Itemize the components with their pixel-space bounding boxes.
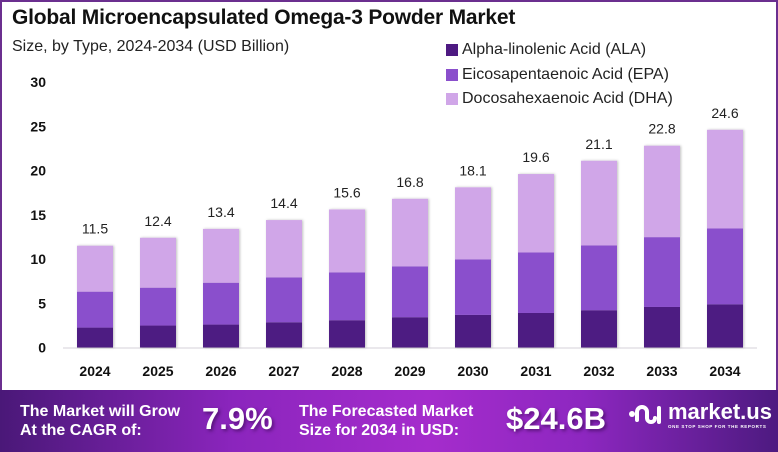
bar-segment-dha-2034 xyxy=(707,129,743,229)
bar-stack-2025 xyxy=(140,237,176,348)
legend-label-epa: Eicosapentaenoic Acid (EPA) xyxy=(462,65,669,83)
bar-segment-dha-2033 xyxy=(644,145,680,238)
x-tick-label: 2029 xyxy=(394,363,425,379)
x-tick-label: 2032 xyxy=(583,363,614,379)
bar-total-label: 16.8 xyxy=(396,174,423,190)
forecast-value: $24.6B xyxy=(506,401,606,436)
bar-segment-epa-2027 xyxy=(266,277,302,323)
bar-segment-ala-2025 xyxy=(140,325,176,348)
brand-tagline: ONE STOP SHOP FOR THE REPORTS xyxy=(668,424,767,429)
bar-segment-ala-2026 xyxy=(203,324,239,348)
bar-segment-epa-2029 xyxy=(392,266,428,318)
market-us-logo: market.us ONE STOP SHOP FOR THE REPORTS xyxy=(628,400,772,430)
x-tick-label: 2027 xyxy=(268,363,299,379)
bar-total-label: 13.4 xyxy=(207,204,234,220)
legend: Alpha-linolenic Acid (ALA) Eicosapentaen… xyxy=(446,38,673,112)
x-tick-label: 2030 xyxy=(457,363,488,379)
legend-label-ala: Alpha-linolenic Acid (ALA) xyxy=(462,41,647,59)
bar-total-label: 24.6 xyxy=(711,105,738,121)
bar-segment-epa-2025 xyxy=(140,287,176,326)
bar-stack-2034 xyxy=(707,129,743,348)
legend-label-dha: Docosahexaenoic Acid (DHA) xyxy=(462,90,673,108)
bar-segment-dha-2030 xyxy=(455,187,491,260)
bar-stack-2029 xyxy=(392,198,428,348)
y-tick-label: 25 xyxy=(30,118,46,134)
bar-segment-dha-2032 xyxy=(581,160,617,246)
bar-stack-2033 xyxy=(644,145,680,348)
y-tick-label: 0 xyxy=(38,340,46,356)
bar-segment-ala-2033 xyxy=(644,306,680,348)
bar-total-label: 19.6 xyxy=(522,149,549,165)
bar-total-label: 14.4 xyxy=(270,195,297,211)
bar-segment-ala-2031 xyxy=(518,312,554,348)
bar-segment-ala-2034 xyxy=(707,304,743,348)
bar-segment-dha-2031 xyxy=(518,174,554,253)
bar-segment-dha-2024 xyxy=(77,245,113,292)
bar-stack-2026 xyxy=(203,228,239,348)
bar-segment-ala-2027 xyxy=(266,322,302,348)
y-tick-label: 10 xyxy=(30,251,46,267)
stacked-bar-chart: 05101520253011.5202412.4202513.4202614.4… xyxy=(30,74,757,379)
x-tick-label: 2031 xyxy=(520,363,551,379)
bar-stack-2031 xyxy=(518,174,554,348)
x-tick-label: 2028 xyxy=(331,363,362,379)
legend-item-ala: Alpha-linolenic Acid (ALA) xyxy=(446,38,673,63)
chart-title: Global Microencapsulated Omega-3 Powder … xyxy=(12,6,516,29)
bar-stack-2032 xyxy=(581,160,617,348)
bar-segment-ala-2030 xyxy=(455,314,491,348)
bar-segment-epa-2032 xyxy=(581,245,617,311)
bar-segment-dha-2027 xyxy=(266,220,302,278)
bar-segment-epa-2031 xyxy=(518,252,554,313)
bar-segment-ala-2029 xyxy=(392,317,428,348)
bar-stack-2028 xyxy=(329,209,365,348)
bar-segment-dha-2029 xyxy=(392,198,428,267)
x-tick-label: 2025 xyxy=(142,363,173,379)
bar-segment-epa-2033 xyxy=(644,237,680,307)
bar-segment-epa-2028 xyxy=(329,272,365,321)
bar-total-label: 11.5 xyxy=(82,221,108,237)
cagr-label: The Market will Grow At the CAGR of: xyxy=(20,402,180,440)
bar-total-label: 15.6 xyxy=(333,184,360,200)
bar-total-label: 21.1 xyxy=(585,136,612,152)
brand-name: market.us xyxy=(668,399,772,424)
legend-item-epa: Eicosapentaenoic Acid (EPA) xyxy=(446,63,673,88)
legend-swatch-epa xyxy=(446,68,458,81)
bar-stack-2030 xyxy=(455,187,491,348)
y-tick-label: 30 xyxy=(30,74,46,90)
bar-stack-2027 xyxy=(266,220,302,348)
chart-subtitle: Size, by Type, 2024-2034 (USD Billion) xyxy=(12,38,290,55)
bar-segment-dha-2026 xyxy=(203,228,239,283)
cagr-value: 7.9% xyxy=(202,401,273,436)
y-tick-label: 20 xyxy=(30,163,46,179)
bar-stack-2024 xyxy=(77,245,113,348)
legend-swatch-ala xyxy=(446,44,458,57)
cagr-label-line1: The Market will Grow xyxy=(20,403,181,420)
bar-segment-epa-2026 xyxy=(203,282,239,325)
legend-item-dha: Docosahexaenoic Acid (DHA) xyxy=(446,87,673,112)
bar-total-label: 22.8 xyxy=(648,121,675,137)
summary-banner: The Market will Grow At the CAGR of: 7.9… xyxy=(0,390,778,452)
market-us-logo-icon xyxy=(629,405,661,424)
bar-segment-epa-2030 xyxy=(455,259,491,315)
x-tick-label: 2034 xyxy=(709,363,740,379)
bar-total-label: 12.4 xyxy=(144,213,171,229)
bar-segment-dha-2028 xyxy=(329,209,365,273)
bar-segment-ala-2032 xyxy=(581,310,617,348)
forecast-label-line2: Size for 2034 in USD: xyxy=(299,422,460,439)
y-tick-label: 5 xyxy=(38,295,46,311)
bar-total-label: 18.1 xyxy=(459,162,486,178)
bar-segment-ala-2028 xyxy=(329,320,365,348)
bar-segment-epa-2024 xyxy=(77,291,113,328)
x-tick-label: 2024 xyxy=(79,363,110,379)
bar-segment-dha-2025 xyxy=(140,237,176,288)
forecast-label-line1: The Forecasted Market xyxy=(299,403,474,420)
y-tick-label: 15 xyxy=(30,207,46,223)
x-tick-label: 2026 xyxy=(205,363,236,379)
bar-segment-epa-2034 xyxy=(707,228,743,305)
cagr-label-line2: At the CAGR of: xyxy=(20,422,142,439)
bar-segment-ala-2024 xyxy=(77,327,113,348)
forecast-label: The Forecasted Market Size for 2034 in U… xyxy=(299,402,473,440)
legend-swatch-dha xyxy=(446,93,458,106)
x-tick-label: 2033 xyxy=(646,363,677,379)
